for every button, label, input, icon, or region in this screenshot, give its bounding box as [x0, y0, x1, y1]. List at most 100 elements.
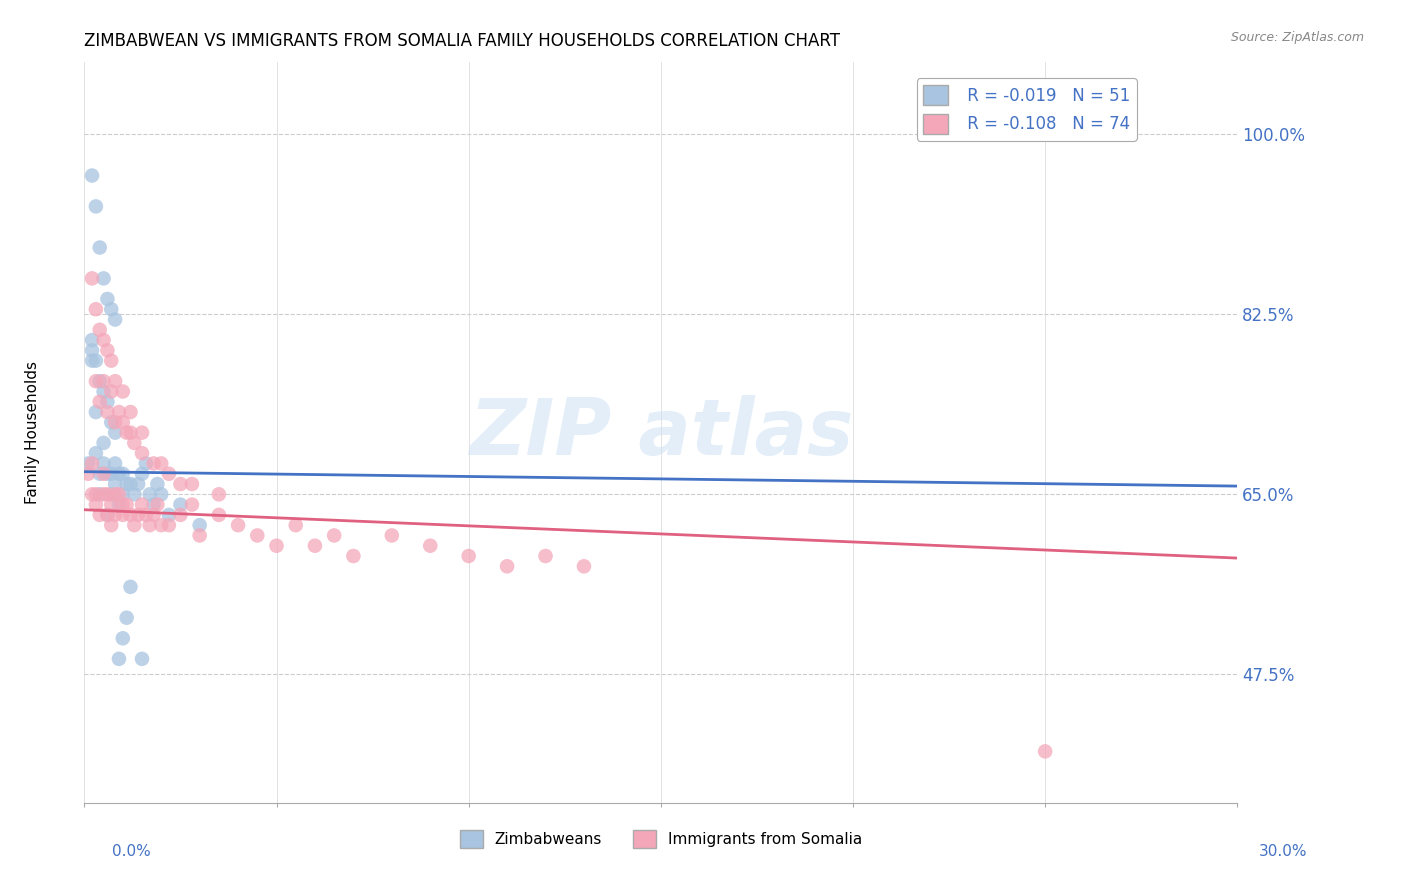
Point [80, 169, 103, 183]
Point [104, 415, 127, 429]
Point [226, 518, 249, 533]
Point [138, 487, 160, 501]
Point [111, 632, 134, 646]
Text: ZIMBABWEAN VS IMMIGRANTS FROM SOMALIA FAMILY HOUSEHOLDS CORRELATION CHART: ZIMBABWEAN VS IMMIGRANTS FROM SOMALIA FA… [84, 32, 841, 50]
Point [96, 405, 118, 419]
Point [188, 518, 211, 533]
Point [96, 394, 118, 409]
Point [120, 508, 142, 522]
Point [181, 498, 204, 512]
Point [84, 302, 107, 317]
Point [104, 312, 127, 326]
Point [157, 508, 180, 522]
Point [127, 477, 149, 491]
Point [381, 528, 404, 542]
Point [100, 498, 122, 512]
Point [120, 477, 142, 491]
Point [188, 528, 211, 542]
Point [108, 487, 131, 501]
Point [104, 508, 127, 522]
Point [80, 343, 103, 358]
Point [323, 528, 346, 542]
Point [135, 457, 157, 471]
Point [111, 508, 134, 522]
Legend: Zimbabweans, Immigrants from Somalia: Zimbabweans, Immigrants from Somalia [454, 823, 868, 855]
Text: Source: ZipAtlas.com: Source: ZipAtlas.com [1230, 31, 1364, 45]
Point [208, 487, 231, 501]
Point [84, 199, 107, 213]
Point [111, 384, 134, 399]
Point [534, 549, 557, 563]
Text: Family Households: Family Households [25, 361, 39, 504]
Point [100, 467, 122, 481]
Point [150, 457, 173, 471]
Point [150, 487, 173, 501]
Point [77, 457, 100, 471]
Point [89, 487, 111, 501]
Point [124, 487, 146, 501]
Point [104, 477, 127, 491]
Point [96, 508, 118, 522]
Point [100, 518, 122, 533]
Point [131, 467, 153, 481]
Point [77, 467, 100, 481]
Point [84, 487, 107, 501]
Point [104, 374, 127, 388]
Point [84, 446, 107, 460]
Point [93, 333, 115, 347]
Point [131, 498, 153, 512]
Point [115, 477, 138, 491]
Point [84, 498, 107, 512]
Point [104, 425, 127, 440]
Point [80, 487, 103, 501]
Point [124, 436, 146, 450]
Point [572, 559, 595, 574]
Point [93, 467, 115, 481]
Point [169, 477, 191, 491]
Point [111, 467, 134, 481]
Point [157, 467, 180, 481]
Point [208, 508, 231, 522]
Point [100, 415, 122, 429]
Point [111, 415, 134, 429]
Point [419, 539, 441, 553]
Point [157, 518, 180, 533]
Point [169, 498, 191, 512]
Point [93, 384, 115, 399]
Point [89, 508, 111, 522]
Point [100, 353, 122, 368]
Point [93, 374, 115, 388]
Point [131, 425, 153, 440]
Point [93, 487, 115, 501]
Point [84, 374, 107, 388]
Point [108, 467, 131, 481]
Point [100, 384, 122, 399]
Point [115, 498, 138, 512]
Point [89, 394, 111, 409]
Point [1033, 744, 1056, 758]
Point [127, 508, 149, 522]
Point [108, 652, 131, 666]
Point [93, 271, 115, 285]
Point [131, 652, 153, 666]
Point [304, 539, 326, 553]
Point [89, 323, 111, 337]
Point [342, 549, 364, 563]
Point [169, 508, 191, 522]
Point [104, 487, 127, 501]
Point [108, 498, 131, 512]
Point [266, 539, 288, 553]
Point [100, 302, 122, 317]
Point [93, 457, 115, 471]
Point [457, 549, 479, 563]
Point [93, 436, 115, 450]
Point [138, 518, 160, 533]
Point [496, 559, 519, 574]
Point [108, 405, 131, 419]
Text: 30.0%: 30.0% [1260, 845, 1308, 859]
Point [89, 467, 111, 481]
Point [80, 333, 103, 347]
Point [124, 518, 146, 533]
Point [146, 498, 169, 512]
Point [115, 610, 138, 624]
